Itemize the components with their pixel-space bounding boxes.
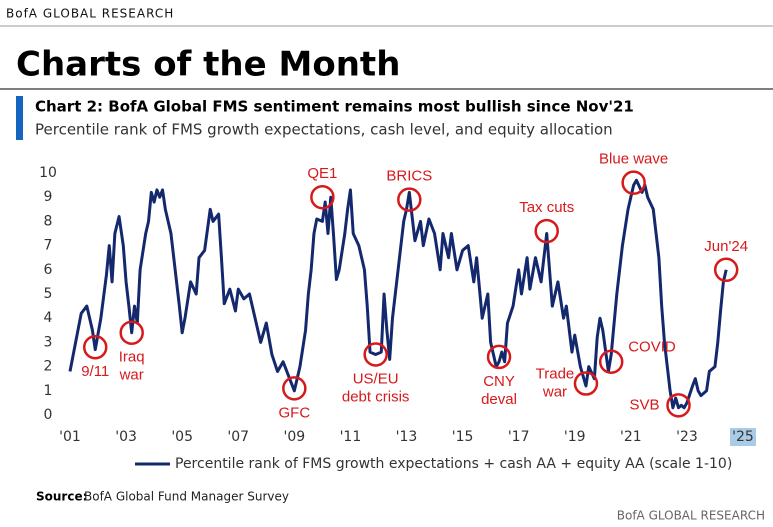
- source: BofA Global Fund Manager Survey: [84, 490, 289, 504]
- chart-title: Chart 2: BofA Global FMS sentiment remai…: [35, 98, 634, 116]
- x-tick-label: '07: [227, 429, 249, 445]
- series-line: [68, 178, 728, 410]
- x-tick-label: '15: [452, 429, 474, 445]
- annotation-label: BRICS: [386, 168, 432, 185]
- annotation-label: 9/11: [81, 363, 109, 380]
- y-tick-label: 3: [44, 334, 53, 350]
- page-title: Charts of the Month: [16, 45, 400, 85]
- x-tick-highlight: [730, 428, 756, 446]
- x-tick-label: '11: [340, 429, 362, 445]
- annotation-circle: [666, 393, 691, 418]
- x-tick-label: '13: [396, 429, 418, 445]
- source-label: Source:: [36, 490, 87, 504]
- x-tick-label: '25: [732, 429, 754, 445]
- chart-subtitle: Percentile rank of FMS growth expectatio…: [35, 121, 613, 139]
- accent-bar: [16, 96, 23, 140]
- x-tick-label: '21: [620, 429, 642, 445]
- annotation-circle: [82, 334, 108, 360]
- annotation-label: GFC: [278, 404, 310, 421]
- annotation-circle: [310, 184, 335, 210]
- annotation-circle: [573, 371, 599, 396]
- annotation-label: US/EU: [353, 370, 399, 387]
- annotation-circle: [621, 170, 646, 195]
- annotation-label: QE1: [307, 165, 337, 182]
- x-tick-label: '23: [676, 429, 698, 445]
- x-tick-label: '19: [564, 429, 586, 445]
- y-tick-label: 4: [44, 310, 53, 326]
- y-tick-label: 0: [44, 407, 53, 423]
- x-tick-label: '01: [59, 429, 81, 445]
- annotation-circle: [598, 349, 624, 375]
- annotation-label: war: [542, 384, 567, 401]
- annotation-label: Blue wave: [599, 151, 668, 168]
- annotation-circle: [486, 344, 512, 370]
- annotation-label: SVB: [629, 396, 659, 413]
- legend-label: Percentile rank of FMS growth expectatio…: [175, 456, 732, 472]
- annotation-label: CNY: [483, 373, 515, 390]
- y-tick-label: 5: [44, 286, 53, 302]
- annotation-circle: [363, 342, 388, 367]
- annotation-label: deval: [481, 391, 517, 408]
- x-tick-label: '05: [171, 429, 193, 445]
- y-tick-label: 8: [44, 213, 53, 229]
- annotation-circle: [534, 218, 559, 244]
- annotation-label: war: [119, 367, 144, 384]
- chart: 0 1 2 3 4 5 6 7 8 9 10 '01 '03 '05 '07 '09 '11 '13 '15 '17 '…: [39, 151, 756, 472]
- annotation-label: COVID: [628, 339, 676, 356]
- annotation-label: Trade: [536, 366, 575, 383]
- y-tick-label: 1: [44, 383, 53, 399]
- annotation-label: Tax cuts: [519, 199, 574, 216]
- x-tick-label: '17: [508, 429, 530, 445]
- annotation-circle: [119, 320, 144, 345]
- annotation-circle: [282, 376, 307, 401]
- y-tick-label: 2: [44, 359, 53, 375]
- annotation-label: Iraq: [119, 349, 145, 366]
- x-tick-label: '09: [283, 429, 305, 445]
- annotation-circle: [397, 187, 422, 212]
- y-tick-label: 10: [39, 165, 57, 181]
- annotation-circle: [713, 257, 739, 283]
- y-tick-label: 9: [44, 189, 53, 205]
- x-tick-label: '03: [115, 429, 137, 445]
- y-tick-label: 7: [44, 238, 53, 254]
- footer-brand: BofA GLOBAL RESEARCH: [617, 509, 765, 523]
- brand-header: BofA GLOBAL RESEARCH: [6, 7, 174, 21]
- annotation-label: Jun'24: [704, 238, 748, 255]
- y-tick-label: 6: [44, 262, 53, 278]
- annotation-label: debt crisis: [342, 388, 410, 405]
